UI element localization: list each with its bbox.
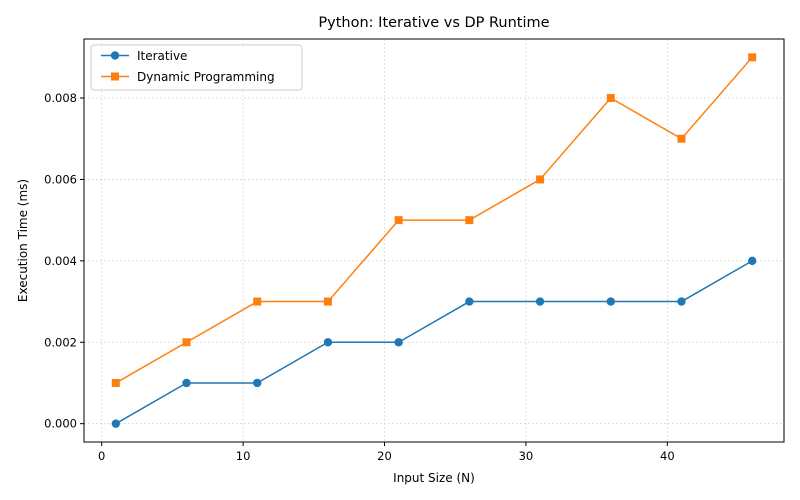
x-axis-label: Input Size (N)	[393, 471, 475, 485]
dynamic-programming-point	[465, 216, 474, 225]
x-tick-label: 30	[519, 449, 534, 463]
iterative-point	[606, 297, 615, 306]
legend-item-iterative: Iterative	[101, 49, 187, 63]
iterative-point	[111, 419, 121, 428]
iterative-point	[182, 378, 191, 388]
dynamic-programming-point	[323, 297, 332, 306]
legend-swatch-marker	[110, 51, 120, 60]
iterative-point	[323, 338, 333, 347]
iterative-point	[677, 297, 686, 306]
legend-label: Dynamic Programming	[137, 70, 275, 84]
dynamic-programming-point	[253, 297, 262, 306]
x-tick-label: 10	[236, 449, 251, 463]
axis-ticks: 0 10 20 30 40 0.000 0.002 0.004 0.006 0.008	[44, 91, 675, 463]
dynamic-programming-point	[111, 378, 120, 387]
y-axis-label: Execution Time (ms)	[16, 179, 30, 302]
iterative-line	[115, 260, 753, 425]
x-tick-label: 40	[660, 449, 675, 463]
iterative-point	[535, 297, 545, 306]
legend-swatch-marker	[111, 72, 119, 81]
dynamic-programming-point	[394, 216, 403, 225]
plot-frame	[83, 38, 785, 443]
series-dynamic-programming	[111, 53, 757, 387]
y-tick-label: 0.000	[44, 417, 77, 431]
dynamic-programming-point	[748, 53, 757, 62]
legend: Iterative Dynamic Programming	[90, 44, 303, 91]
iterative-point	[253, 378, 262, 388]
x-tick-label: 0	[98, 449, 105, 463]
y-tick-label: 0.006	[44, 172, 77, 186]
dynamic-programming-point	[536, 175, 545, 184]
dynamic-programming-point	[182, 338, 191, 347]
y-tick-label: 0.008	[44, 91, 77, 105]
x-tick-label: 20	[377, 449, 392, 463]
iterative-point	[394, 338, 403, 347]
series-iterative	[111, 256, 757, 428]
series-layer	[111, 53, 757, 428]
legend-box	[90, 44, 303, 91]
dynamic-programming-point	[677, 134, 686, 143]
y-tick-label: 0.004	[44, 254, 77, 268]
iterative-point	[465, 297, 474, 306]
grid-lines	[84, 39, 784, 442]
dynamic-programming-line	[115, 56, 753, 384]
legend-label: Iterative	[137, 49, 187, 63]
legend-item-dynamic-programming: Dynamic Programming	[101, 70, 275, 84]
y-tick-label: 0.002	[44, 335, 77, 349]
chart-title: Python: Iterative vs DP Runtime	[318, 15, 549, 31]
iterative-point	[747, 256, 757, 266]
dynamic-programming-point	[606, 94, 615, 103]
